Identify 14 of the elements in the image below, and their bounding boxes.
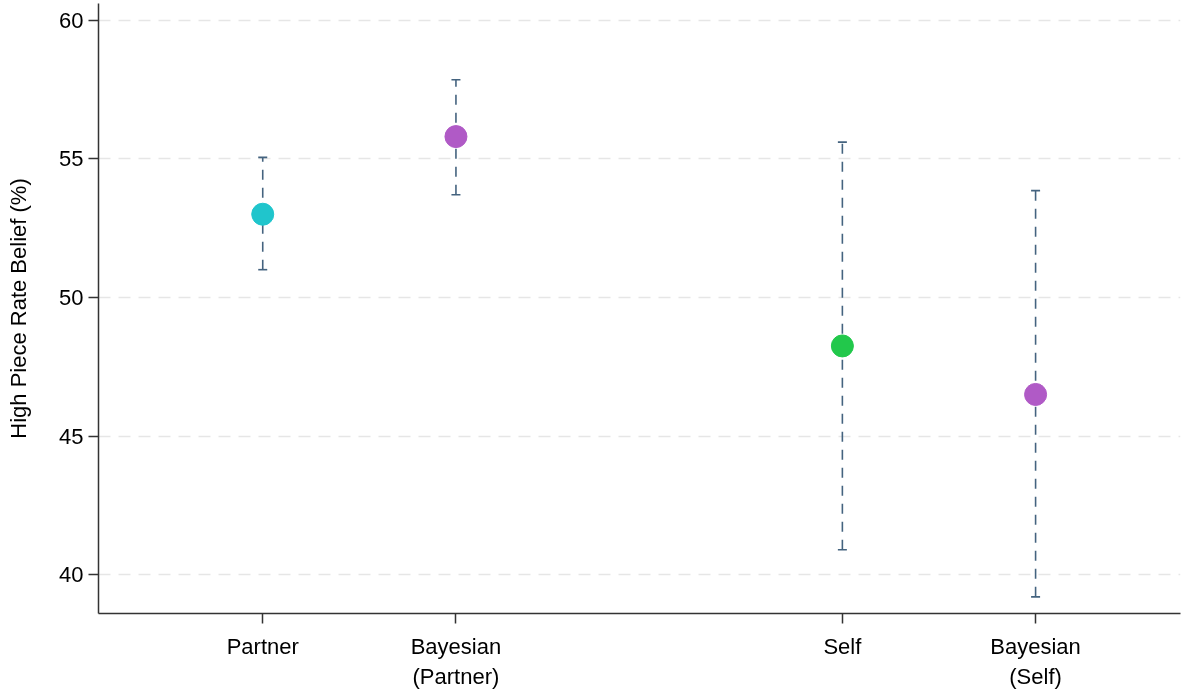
y-tick-label: 50 [59,284,84,310]
y-axis-title: High Piece Rate Belief (%) [6,178,32,439]
x-tick-label: Bayesian (Self) [990,633,1081,689]
y-tick-label: 45 [59,423,84,449]
point [1024,382,1048,406]
point [444,125,468,149]
y-tick-label: 40 [59,562,84,588]
x-tick-label: Bayesian (Partner) [410,633,502,689]
y-tick-label: 60 [59,7,84,33]
point [251,202,275,226]
x-tick-label: Partner [226,633,299,659]
y-tick-label: 55 [59,146,84,172]
x-tick-label: Self [823,633,863,659]
point [830,334,854,358]
